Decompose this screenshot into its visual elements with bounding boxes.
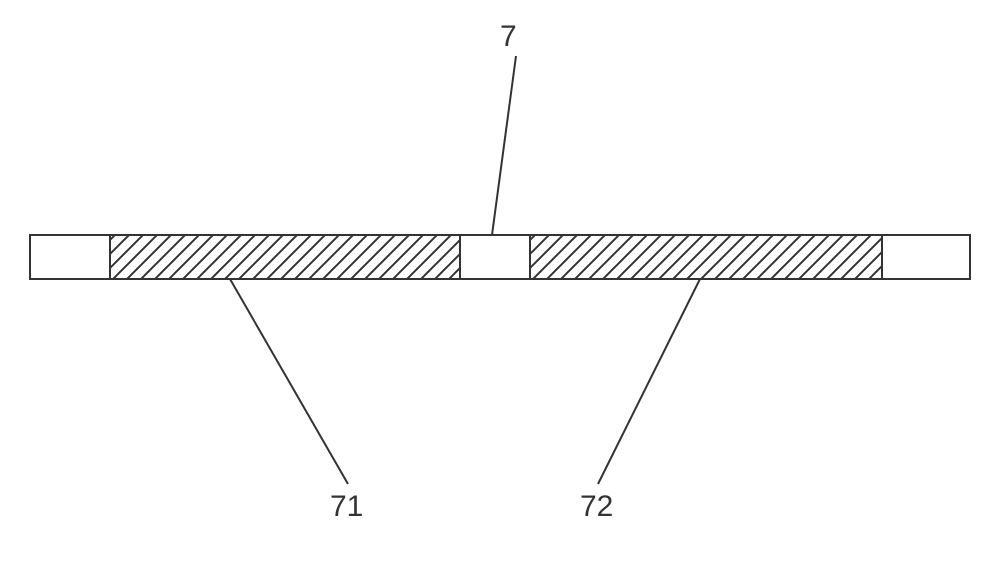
diagram-container: 7 71 72 xyxy=(0,0,1000,562)
label-72: 72 xyxy=(580,490,613,524)
label-7: 7 xyxy=(500,20,517,54)
leader-71 xyxy=(230,279,348,484)
leader-72 xyxy=(598,279,700,484)
diagram-svg xyxy=(0,0,1000,562)
label-71: 71 xyxy=(330,490,363,524)
leader-7 xyxy=(492,56,516,235)
